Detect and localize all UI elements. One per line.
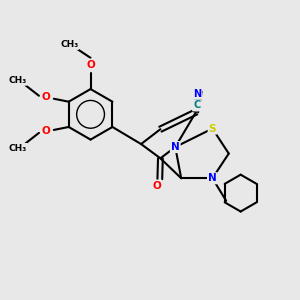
Text: N: N (193, 88, 201, 98)
Text: C: C (193, 100, 200, 110)
Text: N: N (208, 173, 217, 183)
Text: S: S (209, 124, 216, 134)
Text: O: O (152, 181, 161, 191)
Text: O: O (41, 92, 50, 102)
Text: O: O (86, 60, 95, 70)
Text: CH₃: CH₃ (8, 76, 27, 85)
Text: O: O (41, 126, 50, 136)
Text: CH₃: CH₃ (60, 40, 78, 49)
Text: N: N (171, 142, 180, 152)
Text: CH₃: CH₃ (8, 144, 27, 153)
